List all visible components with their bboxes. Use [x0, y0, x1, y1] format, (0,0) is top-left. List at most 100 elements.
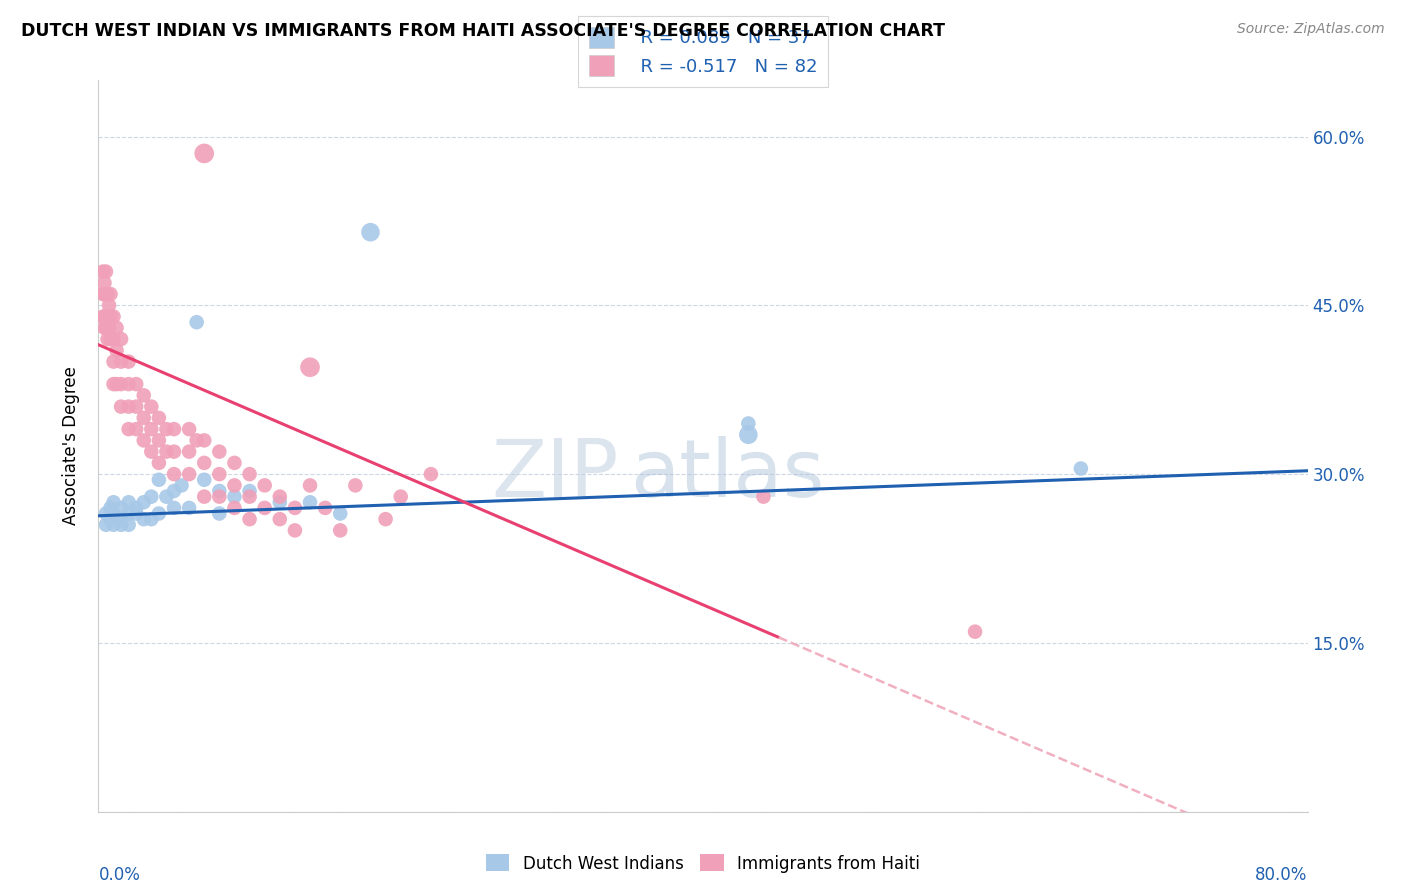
Text: 0.0%: 0.0%	[98, 866, 141, 884]
Point	[239, 512, 262, 526]
Point	[96, 310, 118, 324]
Point	[163, 444, 186, 458]
Point	[110, 517, 132, 532]
Point	[269, 512, 291, 526]
Point	[93, 276, 115, 290]
Point	[163, 483, 186, 498]
Point	[94, 287, 117, 301]
Point	[299, 360, 322, 375]
Point	[253, 500, 276, 515]
Point	[103, 354, 125, 368]
Point	[110, 332, 132, 346]
Point	[239, 467, 262, 482]
Point	[155, 490, 177, 504]
Point	[193, 456, 215, 470]
Point	[100, 512, 122, 526]
Point	[163, 467, 186, 482]
Point	[103, 517, 125, 532]
Point	[193, 473, 215, 487]
Point	[208, 490, 231, 504]
Point	[374, 512, 396, 526]
Text: atlas: atlas	[630, 436, 825, 515]
Point	[103, 507, 125, 521]
Point	[224, 456, 246, 470]
Point	[132, 495, 155, 509]
Point	[132, 434, 155, 448]
Point	[239, 490, 262, 504]
Point	[269, 490, 291, 504]
Point	[125, 500, 148, 515]
Point	[208, 444, 231, 458]
Point	[141, 400, 163, 414]
Point	[193, 146, 215, 161]
Text: DUTCH WEST INDIAN VS IMMIGRANTS FROM HAITI ASSOCIATE'S DEGREE CORRELATION CHART: DUTCH WEST INDIAN VS IMMIGRANTS FROM HAI…	[21, 22, 945, 40]
Point	[100, 500, 122, 515]
Point	[148, 456, 170, 470]
Point	[179, 422, 201, 436]
Text: ZIP: ZIP	[491, 436, 619, 515]
Point	[163, 500, 186, 515]
Point	[105, 321, 128, 335]
Point	[224, 478, 246, 492]
Text: 80.0%: 80.0%	[1256, 866, 1308, 884]
Point	[224, 490, 246, 504]
Point	[155, 444, 177, 458]
Point	[389, 490, 412, 504]
Point	[284, 500, 307, 515]
Point	[269, 495, 291, 509]
Point	[360, 225, 382, 239]
Point	[118, 507, 141, 521]
Point	[110, 512, 132, 526]
Point	[94, 310, 117, 324]
Point	[118, 495, 141, 509]
Point	[118, 400, 141, 414]
Point	[344, 478, 367, 492]
Point	[752, 490, 775, 504]
Point	[253, 478, 276, 492]
Point	[186, 315, 208, 329]
Point	[103, 332, 125, 346]
Point	[179, 444, 201, 458]
Point	[965, 624, 987, 639]
Point	[93, 310, 115, 324]
Point	[314, 500, 336, 515]
Point	[103, 310, 125, 324]
Point	[148, 507, 170, 521]
Point	[193, 434, 215, 448]
Point	[141, 444, 163, 458]
Point	[224, 500, 246, 515]
Point	[100, 310, 122, 324]
Point	[110, 500, 132, 515]
Point	[125, 377, 148, 392]
Point	[737, 417, 759, 431]
Point	[118, 354, 141, 368]
Point	[98, 298, 121, 312]
Point	[141, 490, 163, 504]
Point	[94, 321, 117, 335]
Point	[118, 422, 141, 436]
Point	[179, 467, 201, 482]
Point	[208, 507, 231, 521]
Point	[118, 517, 141, 532]
Point	[148, 410, 170, 425]
Point	[125, 422, 148, 436]
Point	[148, 434, 170, 448]
Point	[132, 512, 155, 526]
Point	[208, 483, 231, 498]
Point	[110, 354, 132, 368]
Point	[284, 524, 307, 538]
Point	[98, 321, 121, 335]
Point	[329, 524, 352, 538]
Point	[141, 422, 163, 436]
Point	[148, 473, 170, 487]
Point	[94, 517, 117, 532]
Point	[329, 507, 352, 521]
Point	[96, 287, 118, 301]
Point	[110, 377, 132, 392]
Point	[105, 377, 128, 392]
Point	[94, 507, 117, 521]
Point	[239, 483, 262, 498]
Point	[1070, 461, 1092, 475]
Point	[132, 388, 155, 402]
Point	[118, 377, 141, 392]
